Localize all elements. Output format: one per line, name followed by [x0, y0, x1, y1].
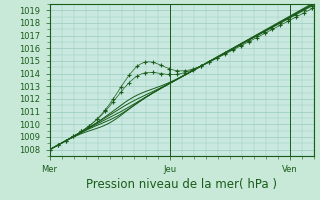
X-axis label: Pression niveau de la mer( hPa ): Pression niveau de la mer( hPa ) — [86, 178, 277, 191]
